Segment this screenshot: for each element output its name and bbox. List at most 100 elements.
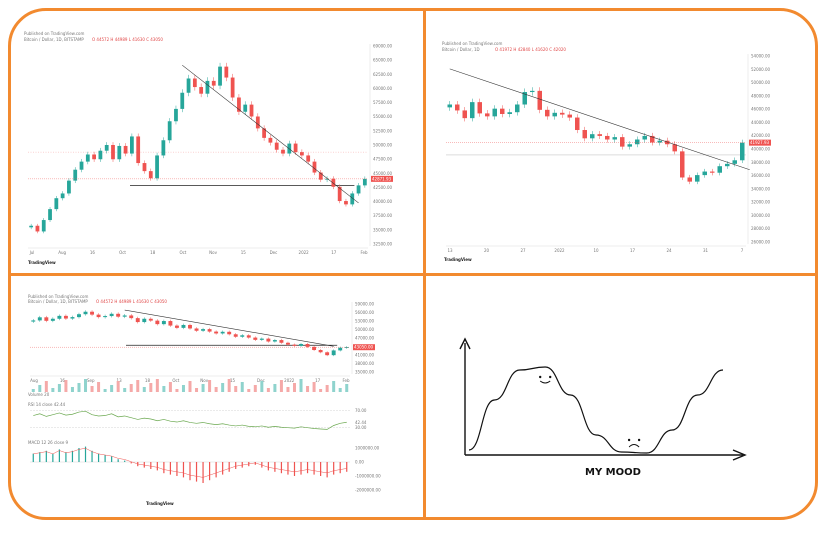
vertical-divider bbox=[423, 9, 426, 519]
volume-bar bbox=[345, 384, 349, 392]
chart-bl-macd-legend: MACD 12 26 close 9 bbox=[28, 440, 69, 445]
volume-bar bbox=[195, 388, 199, 392]
x-tick-label: 16 bbox=[60, 378, 66, 383]
candle-body bbox=[98, 150, 103, 160]
candle-body bbox=[85, 154, 90, 162]
y-tick-label: 44000.00 bbox=[751, 120, 771, 125]
candle-body bbox=[717, 166, 722, 173]
mood-axis-label: MY MOOD bbox=[585, 467, 641, 478]
x-tick-label: 15 bbox=[230, 378, 236, 383]
x-tick-label: 2022 bbox=[554, 248, 565, 253]
x-tick-label: Sep bbox=[87, 378, 95, 383]
y-tick-label: 65000.00 bbox=[373, 58, 393, 63]
chart-top-left-svg: Published on TradingView.com Bitcoin / D… bbox=[24, 31, 393, 255]
macd-hist-bar bbox=[280, 462, 283, 474]
x-tick-label: 13 bbox=[447, 248, 453, 253]
candle-body bbox=[274, 142, 279, 150]
volume-bar bbox=[142, 387, 146, 392]
candle-body bbox=[522, 92, 527, 105]
macd-hist-bar bbox=[215, 462, 217, 478]
mood-curve bbox=[468, 366, 724, 454]
macd-hist-bar bbox=[222, 462, 224, 475]
macd-hist-bar bbox=[267, 462, 269, 471]
volume-bar bbox=[273, 384, 277, 392]
candle-body bbox=[199, 87, 204, 94]
x-tick-label: 17 bbox=[630, 248, 636, 253]
candle-body bbox=[567, 114, 572, 118]
candle-body bbox=[537, 90, 542, 110]
price-label-box bbox=[371, 175, 393, 182]
volume-bar bbox=[168, 382, 172, 392]
candle-body bbox=[79, 161, 84, 170]
candle-body bbox=[312, 346, 317, 350]
chart-bottom-left-svg: Published on TradingView.com Bitcoin / D… bbox=[28, 294, 381, 493]
macd-hist-bar bbox=[52, 453, 54, 462]
candle-body bbox=[104, 145, 109, 151]
macd-tick-label: 1000000.00 bbox=[355, 446, 380, 451]
y-tick-label: 46000.00 bbox=[751, 107, 771, 112]
macd-hist-bar bbox=[287, 462, 289, 475]
candle-body bbox=[116, 313, 121, 317]
candle-body bbox=[725, 163, 730, 167]
macd-hist-bar bbox=[320, 462, 322, 476]
candle-body bbox=[243, 104, 248, 112]
macd-line bbox=[33, 448, 347, 478]
volume-bar bbox=[162, 386, 166, 392]
x-tick-label: Nov bbox=[209, 250, 217, 255]
candle-body bbox=[293, 143, 298, 153]
volume-bar bbox=[208, 380, 212, 392]
macd-hist-bar bbox=[208, 462, 211, 481]
macd-hist-bar bbox=[176, 462, 178, 476]
y-tick-label: 50000.00 bbox=[355, 327, 375, 332]
rsi-line bbox=[33, 410, 347, 430]
y-tick-label: 40000.00 bbox=[373, 199, 393, 204]
macd-hist-bar bbox=[163, 462, 165, 474]
x-tick-label: 2022 bbox=[284, 378, 295, 383]
trendline bbox=[182, 64, 359, 204]
candle-body bbox=[77, 314, 81, 318]
macd-hist-bar bbox=[91, 450, 93, 462]
price-label-text: 41927.93 bbox=[750, 140, 770, 145]
macd-hist-bar bbox=[228, 462, 230, 472]
candle-body bbox=[272, 340, 277, 342]
chart-bl-ohlc: O 44572 H 44989 L 41630 C 43050 bbox=[96, 299, 167, 304]
volume-bar bbox=[319, 389, 323, 392]
chart-tr-ohlc: O 41972 H 42840 L 41620 C 42020 bbox=[495, 47, 566, 52]
x-tick-label: 17 bbox=[315, 378, 321, 383]
candle-body bbox=[672, 144, 677, 152]
candle-body bbox=[83, 311, 88, 315]
macd-hist-bar bbox=[195, 462, 198, 482]
volume-bar bbox=[44, 381, 48, 392]
price-label-box bbox=[353, 344, 375, 351]
chart-tr-header: Published on TradingView.com bbox=[442, 41, 503, 46]
x-tick-label: 13 bbox=[117, 378, 123, 383]
macd-hist-bar bbox=[124, 460, 126, 462]
candle-body bbox=[135, 318, 140, 323]
candle-body bbox=[142, 163, 147, 172]
candle-body bbox=[344, 347, 349, 349]
candle-body bbox=[29, 225, 34, 228]
candle-body bbox=[612, 137, 617, 140]
candle-body bbox=[142, 318, 147, 323]
volume-bar bbox=[123, 388, 127, 392]
chart-top-right-svg: Published on TradingView.com Bitcoin / D… bbox=[442, 41, 771, 253]
candle-body bbox=[605, 135, 610, 140]
candle-body bbox=[148, 171, 153, 179]
candle-body bbox=[312, 161, 317, 173]
chart-tl-header: Published on TradingView.com bbox=[24, 31, 85, 36]
volume-bar bbox=[77, 383, 81, 392]
candle-body bbox=[180, 92, 185, 109]
happy-face-mouth bbox=[539, 380, 551, 384]
candle-body bbox=[253, 337, 258, 340]
x-tick-label: Oct bbox=[119, 250, 126, 255]
candle-body bbox=[207, 329, 212, 332]
macd-hist-bar bbox=[261, 462, 263, 468]
candle-body bbox=[37, 317, 42, 321]
candle-body bbox=[246, 335, 251, 338]
candle-body bbox=[92, 154, 96, 160]
y-tick-label: 36000.00 bbox=[751, 173, 771, 178]
x-tick-label: 24 bbox=[666, 248, 672, 253]
happy-face-eye bbox=[549, 375, 552, 379]
macd-hist-bar bbox=[274, 462, 276, 472]
candle-body bbox=[299, 344, 303, 346]
